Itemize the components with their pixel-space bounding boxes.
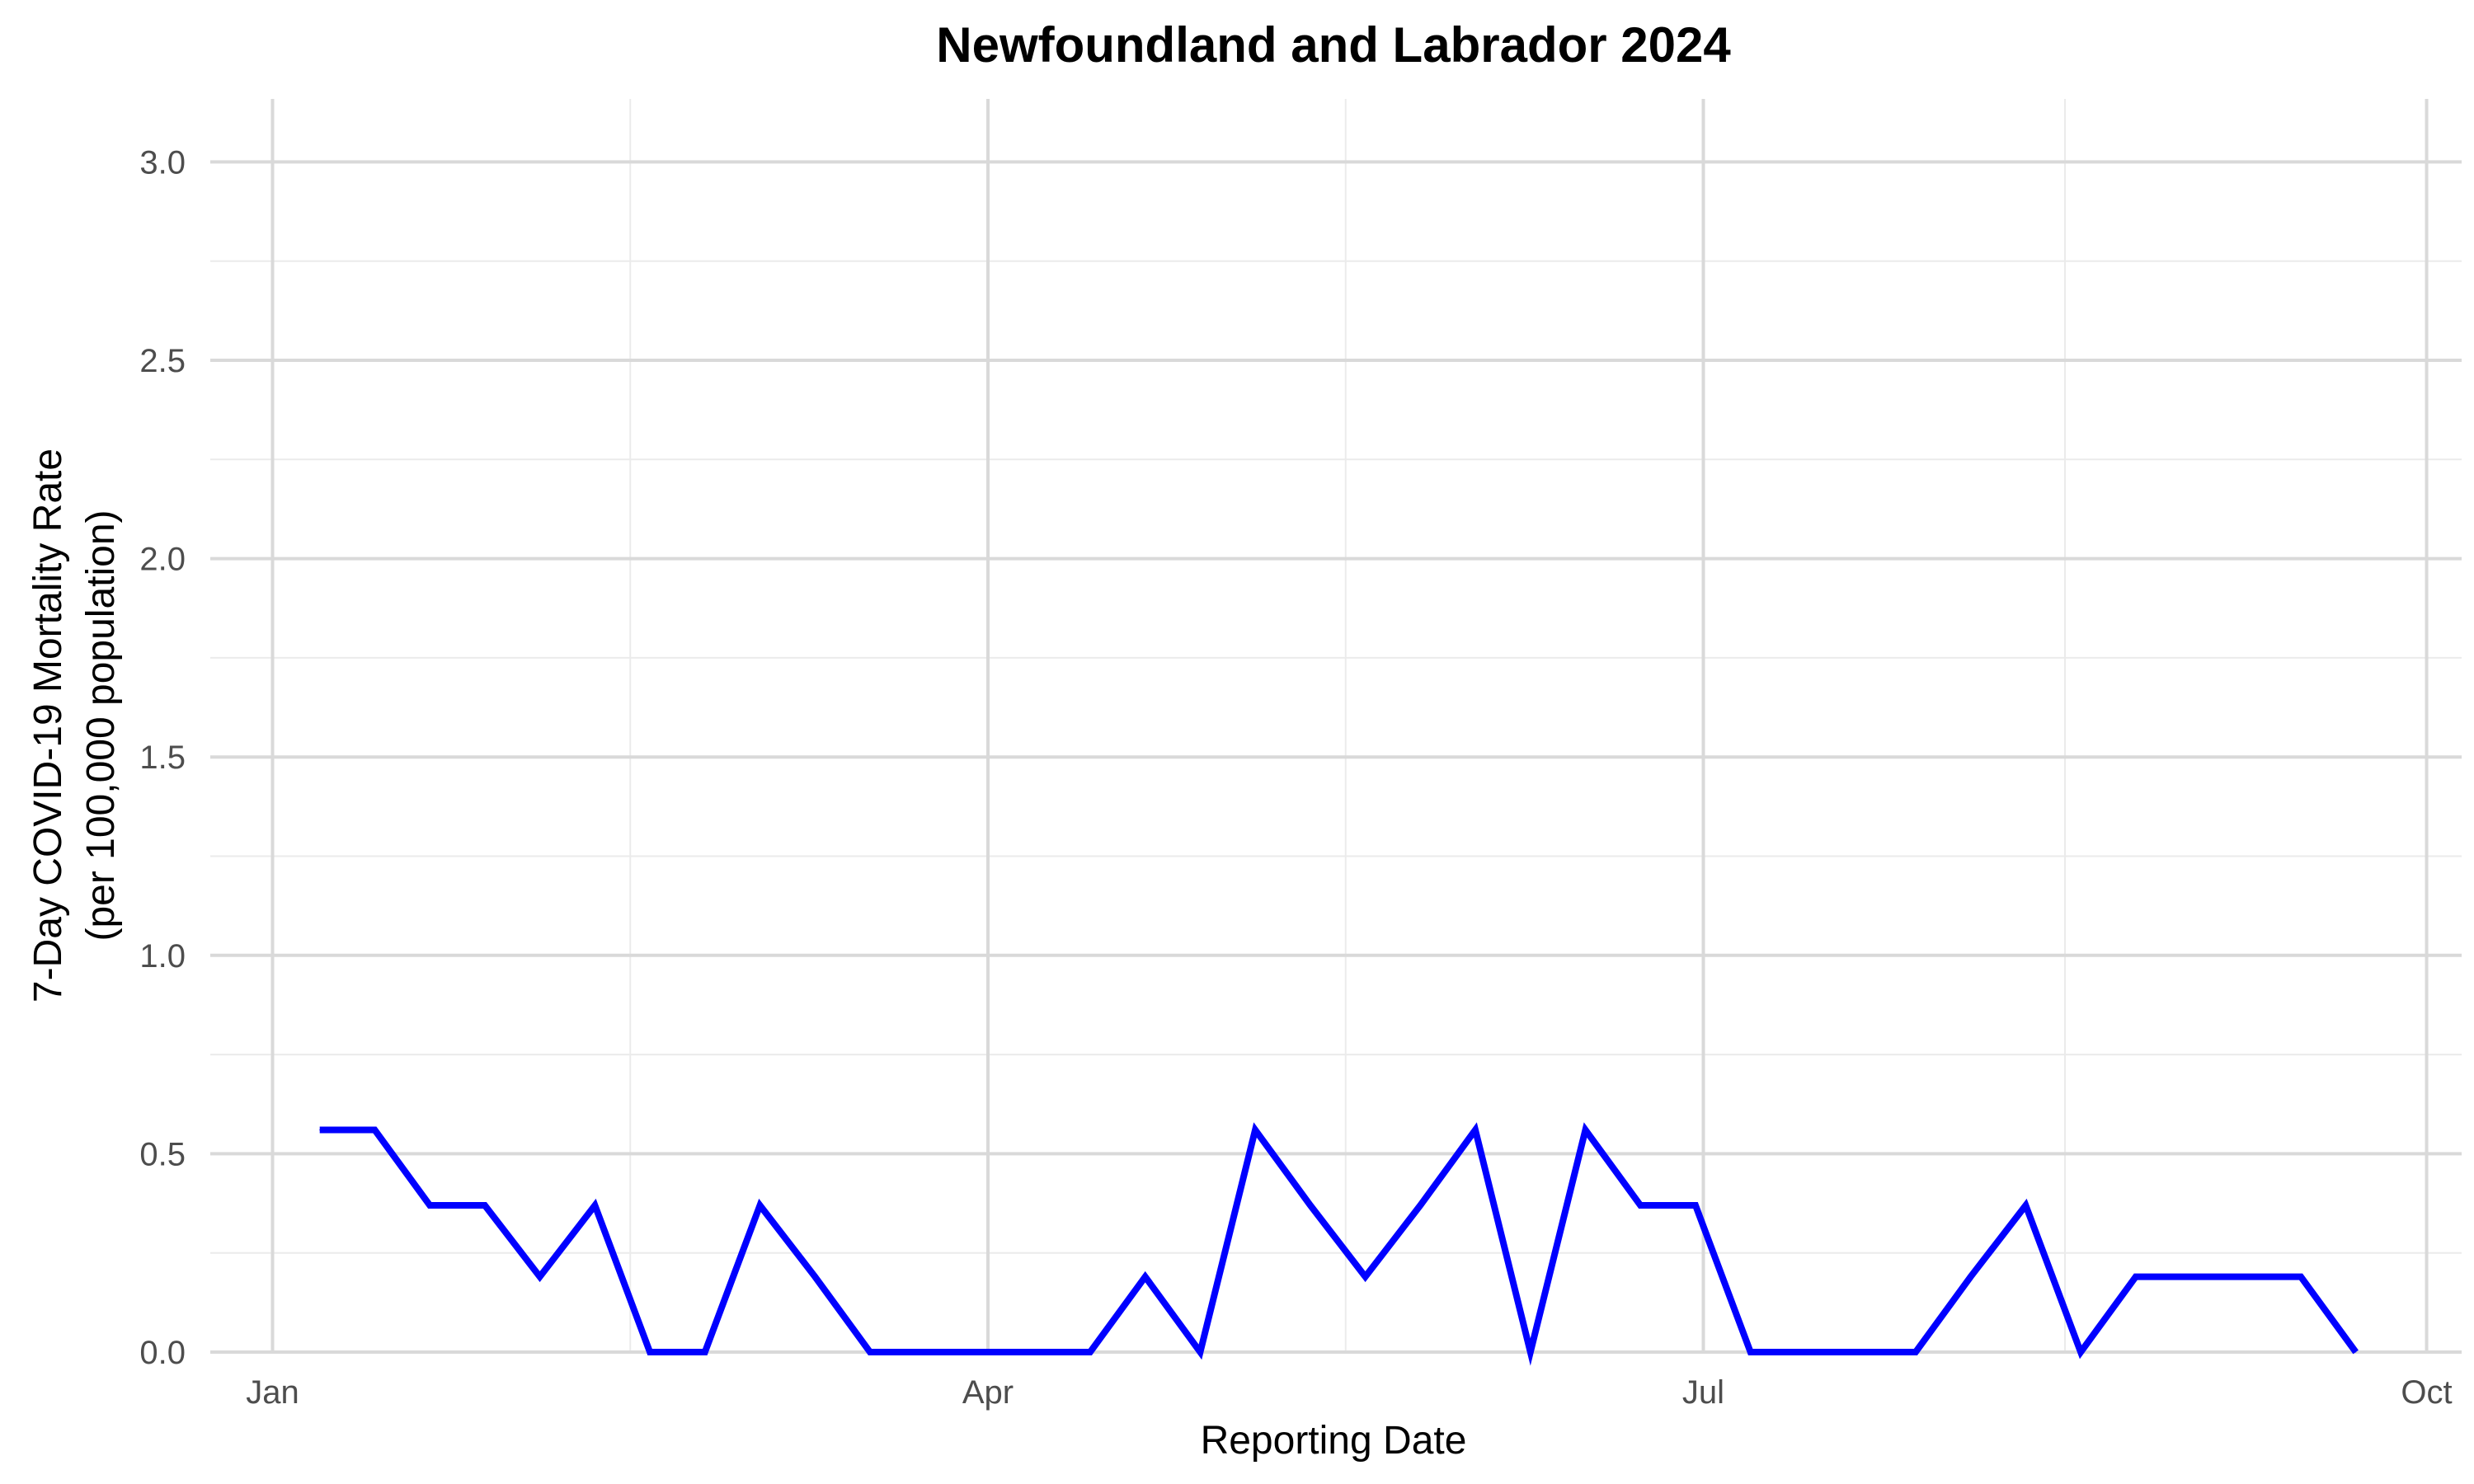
y-tick-label: 1.5: [139, 740, 186, 776]
data-point: [319, 1129, 321, 1131]
data-point: [2355, 1351, 2357, 1353]
x-tick-label: Oct: [2401, 1374, 2452, 1411]
mortality-rate-line: [319, 1122, 2359, 1366]
data-point: [814, 1276, 816, 1278]
x-axis-tick-labels: Jan Apr Jul Oct: [246, 1374, 2452, 1411]
data-point: [1089, 1351, 1091, 1353]
data-point: [1915, 1351, 1917, 1353]
data-point: [869, 1351, 871, 1353]
data-point: [539, 1276, 541, 1278]
y-axis-title-line-1: 7-Day COVID-19 Mortality Rate: [26, 448, 70, 1003]
data-point: [1034, 1351, 1036, 1353]
data-point: [704, 1351, 706, 1353]
data-point: [649, 1351, 651, 1353]
y-axis-title: 7-Day COVID-19 Mortality Rate (per 100,0…: [26, 448, 123, 1003]
y-tick-label: 0.0: [139, 1335, 186, 1371]
data-point: [2300, 1276, 2302, 1278]
chart-title: Newfoundland and Labrador 2024: [936, 17, 1731, 73]
y-axis-tick-labels: 0.0 0.5 1.0 1.5 2.0 2.5 3.0: [139, 144, 186, 1371]
x-tick-label: Apr: [962, 1374, 1014, 1411]
data-point: [1530, 1351, 1531, 1353]
x-tick-label: Jul: [1682, 1374, 1724, 1411]
y-tick-label: 0.5: [139, 1136, 186, 1172]
y-axis-title-line-2: (per 100,000 population): [79, 510, 123, 941]
data-point: [1199, 1351, 1201, 1353]
data-point: [1365, 1276, 1366, 1278]
data-point: [1804, 1351, 1806, 1353]
data-point: [1475, 1129, 1476, 1131]
minor-gridlines: [210, 99, 2462, 1352]
data-point: [1860, 1351, 1861, 1353]
data-point: [1254, 1129, 1256, 1131]
data-point: [1970, 1276, 1972, 1278]
y-tick-label: 1.0: [139, 938, 186, 974]
data-point: [2190, 1276, 2192, 1278]
y-tick-label: 2.5: [139, 343, 186, 379]
major-gridlines: [210, 99, 2462, 1354]
y-tick-label: 3.0: [139, 144, 186, 181]
data-point: [1750, 1351, 1752, 1353]
x-tick-label: Jan: [246, 1374, 299, 1411]
data-point: [374, 1129, 375, 1131]
data-point: [1585, 1129, 1587, 1131]
series-layer: [319, 1122, 2359, 1366]
y-tick-label: 2.0: [139, 542, 186, 578]
data-point: [2135, 1276, 2137, 1278]
data-point: [979, 1351, 981, 1353]
data-point: [924, 1351, 926, 1353]
x-axis-title: Reporting Date: [1201, 1419, 1467, 1463]
